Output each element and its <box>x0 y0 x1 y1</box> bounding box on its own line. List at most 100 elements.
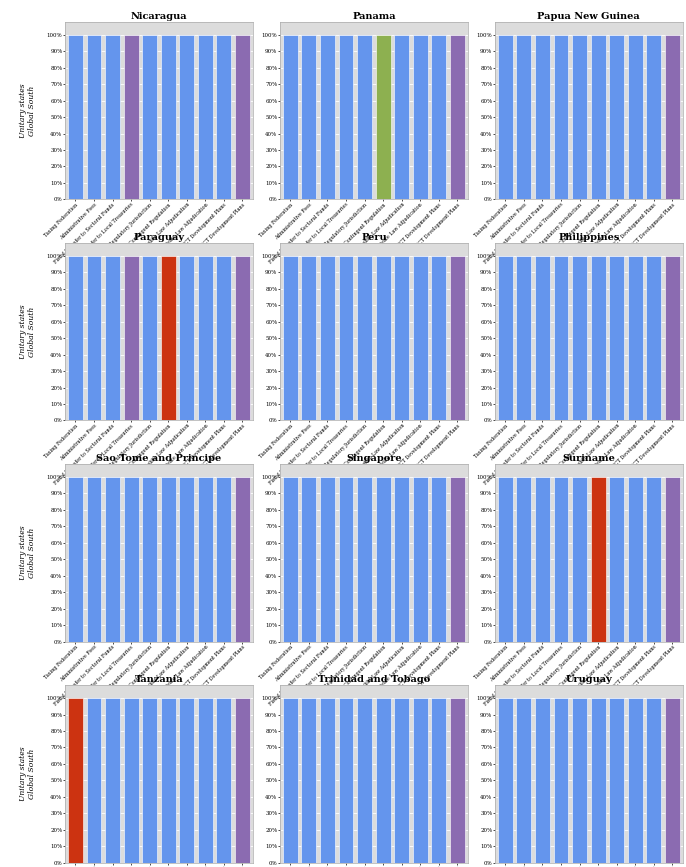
Bar <box>198 35 213 199</box>
Bar <box>609 477 624 642</box>
Title: Sao Tome and Principe: Sao Tome and Principe <box>96 454 222 463</box>
Bar <box>431 256 447 420</box>
Bar <box>357 256 372 420</box>
Bar <box>394 256 409 420</box>
Bar <box>339 477 353 642</box>
Bar <box>357 35 372 199</box>
Title: Papua New Guinea: Papua New Guinea <box>537 12 640 21</box>
Bar <box>68 477 83 642</box>
Bar <box>498 35 512 199</box>
Bar <box>123 477 139 642</box>
Title: Uruguay: Uruguay <box>565 675 612 684</box>
Bar <box>413 256 427 420</box>
Bar <box>431 477 447 642</box>
Title: Trinidad and Tobago: Trinidad and Tobago <box>318 675 430 684</box>
Bar <box>591 35 606 199</box>
Bar <box>431 35 447 199</box>
Text: Unitary states
Global South: Unitary states Global South <box>19 746 36 801</box>
Bar <box>105 35 120 199</box>
Title: Panama: Panama <box>352 12 396 21</box>
Bar <box>339 698 353 863</box>
Bar <box>376 35 390 199</box>
Bar <box>628 35 643 199</box>
Title: Nicaragua: Nicaragua <box>130 12 187 21</box>
Bar <box>179 256 194 420</box>
Bar <box>142 35 157 199</box>
Bar <box>301 35 316 199</box>
Bar <box>320 698 335 863</box>
Bar <box>517 477 531 642</box>
Bar <box>161 698 176 863</box>
Title: Singapore: Singapore <box>346 454 402 463</box>
Bar <box>394 35 409 199</box>
Bar <box>283 477 298 642</box>
Bar <box>68 35 83 199</box>
Bar <box>554 35 569 199</box>
Bar <box>572 698 587 863</box>
Bar <box>217 698 231 863</box>
Bar <box>413 698 427 863</box>
Bar <box>572 477 587 642</box>
Bar <box>646 35 661 199</box>
Text: Unitary states
Global South: Unitary states Global South <box>19 525 36 580</box>
Bar <box>198 256 213 420</box>
Bar <box>517 698 531 863</box>
Bar <box>609 256 624 420</box>
Bar <box>572 35 587 199</box>
Bar <box>628 256 643 420</box>
Bar <box>301 256 316 420</box>
Bar <box>161 35 176 199</box>
Bar <box>68 256 83 420</box>
Bar <box>394 698 409 863</box>
Bar <box>394 477 409 642</box>
Bar <box>142 698 157 863</box>
Bar <box>86 698 102 863</box>
Bar <box>535 477 550 642</box>
Bar <box>535 256 550 420</box>
Bar <box>283 698 298 863</box>
Text: Unitary states
Global South: Unitary states Global South <box>19 304 36 359</box>
Bar <box>517 256 531 420</box>
Bar <box>554 477 569 642</box>
Bar <box>320 35 335 199</box>
Bar <box>628 698 643 863</box>
Bar <box>283 256 298 420</box>
Bar <box>217 477 231 642</box>
Bar <box>498 477 512 642</box>
Bar <box>357 698 372 863</box>
Bar <box>431 698 447 863</box>
Bar <box>179 698 194 863</box>
Bar <box>413 477 427 642</box>
Bar <box>646 477 661 642</box>
Bar <box>283 35 298 199</box>
Bar <box>450 698 465 863</box>
Bar <box>376 698 390 863</box>
Bar <box>161 256 176 420</box>
Bar <box>665 35 680 199</box>
Bar <box>86 477 102 642</box>
Title: Suriname: Suriname <box>563 454 615 463</box>
Bar <box>554 698 569 863</box>
Bar <box>450 256 465 420</box>
Bar <box>591 477 606 642</box>
Bar <box>498 698 512 863</box>
Bar <box>554 256 569 420</box>
Bar <box>339 35 353 199</box>
Bar <box>123 256 139 420</box>
Bar <box>235 256 250 420</box>
Bar <box>535 698 550 863</box>
Bar <box>646 256 661 420</box>
Bar <box>665 698 680 863</box>
Bar <box>123 35 139 199</box>
Bar <box>357 477 372 642</box>
Bar <box>450 35 465 199</box>
Bar <box>498 256 512 420</box>
Bar <box>179 35 194 199</box>
Bar <box>235 698 250 863</box>
Bar <box>572 256 587 420</box>
Bar <box>68 698 83 863</box>
Bar <box>450 477 465 642</box>
Bar <box>609 35 624 199</box>
Bar <box>376 477 390 642</box>
Bar <box>198 477 213 642</box>
